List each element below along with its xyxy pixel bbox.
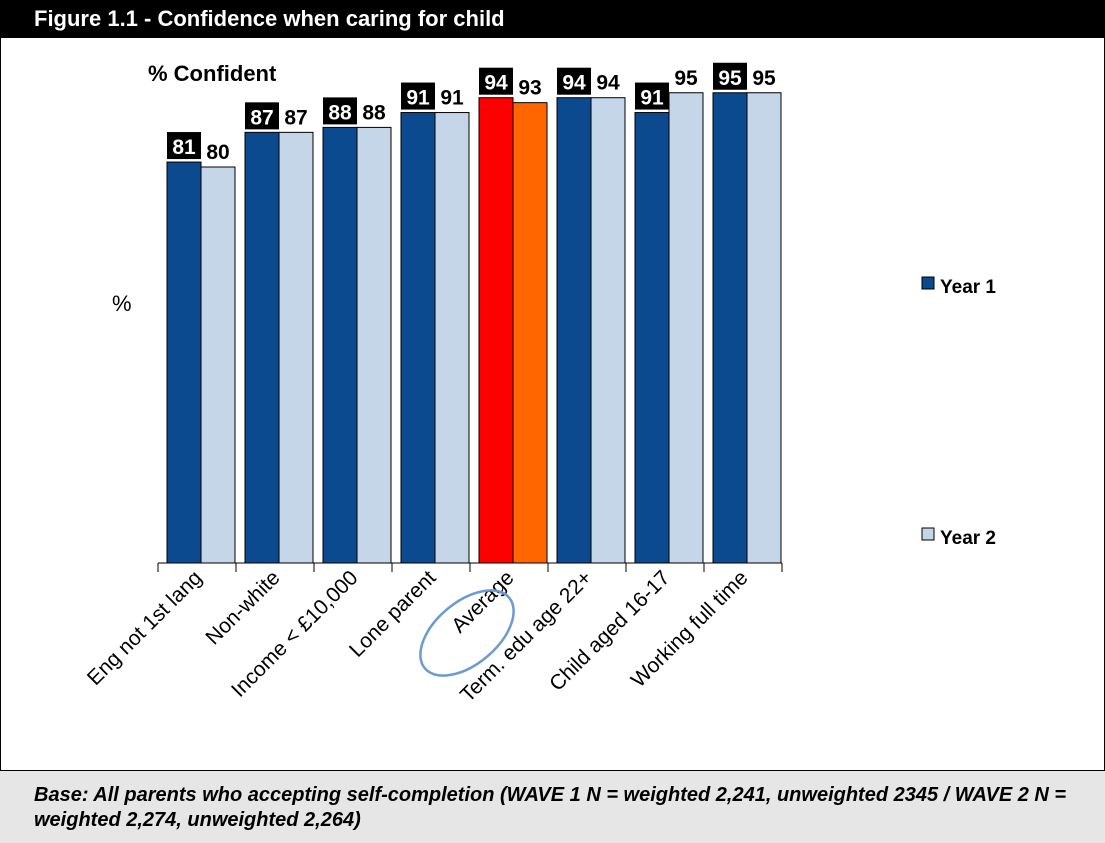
value-label: 95 xyxy=(674,67,698,90)
bar-year2 xyxy=(512,102,548,564)
legend-swatch-year2 xyxy=(921,527,935,541)
bar-year1 xyxy=(712,92,748,564)
bar-year1 xyxy=(478,97,514,564)
bar-year1 xyxy=(166,161,202,564)
value-label: 93 xyxy=(518,77,541,100)
bars-group xyxy=(166,92,782,564)
legend-label-year2: Year 2 xyxy=(940,528,996,549)
chart-title: % Confident xyxy=(148,61,277,86)
bar-year2 xyxy=(356,126,392,564)
value-label-bg xyxy=(713,62,747,90)
value-label: 91 xyxy=(406,87,430,110)
bar-year2 xyxy=(746,92,782,564)
value-label: 80 xyxy=(206,141,229,164)
value-labels-group: 81 80 87 87 88 88 91 91 94 93 94 94 91 95 95 95 xyxy=(167,62,776,164)
value-label: 81 xyxy=(172,136,196,159)
category-label: Non-white xyxy=(201,566,284,649)
value-label: 88 xyxy=(328,101,352,124)
value-label: 87 xyxy=(250,106,273,129)
value-label: 88 xyxy=(362,101,386,124)
value-label: 91 xyxy=(440,87,464,110)
value-label: 95 xyxy=(752,67,776,90)
figure-title: Figure 1.1 - Confidence when caring for … xyxy=(34,6,505,31)
value-label: 87 xyxy=(284,106,307,129)
y-axis-label: % xyxy=(112,291,132,316)
bar-year1 xyxy=(400,112,436,564)
bar-year1 xyxy=(244,131,280,564)
bar-year2 xyxy=(434,112,470,564)
bar-year2 xyxy=(200,166,236,564)
value-label: 91 xyxy=(640,87,664,110)
bar-year2 xyxy=(668,92,704,564)
bar-year1 xyxy=(556,97,592,564)
title-bar: Figure 1.1 - Confidence when caring for … xyxy=(0,0,1105,38)
footnote: Base: All parents who accepting self-com… xyxy=(34,784,1067,831)
value-label-bg xyxy=(245,102,279,130)
value-label: 94 xyxy=(484,72,508,95)
bar-year1 xyxy=(634,112,670,564)
bar-chart: % Confident % 81 80 87 87 88 88 91 91 94 93 94 94 91… xyxy=(83,61,996,707)
value-label-bg xyxy=(167,132,201,160)
value-label: 94 xyxy=(562,72,586,95)
value-label-bg xyxy=(479,67,513,95)
highlight-circle xyxy=(419,589,515,677)
legend: Year 1 Year 2 xyxy=(921,276,996,549)
value-label-bg xyxy=(323,97,357,125)
value-label: 95 xyxy=(718,67,742,90)
category-label: Term. edu age 22+ xyxy=(456,566,597,707)
bar-year1 xyxy=(322,126,358,564)
value-label-bg xyxy=(557,67,591,95)
value-label-bg xyxy=(635,82,669,110)
category-label: Eng not 1st lang xyxy=(83,566,207,690)
legend-swatch-year1 xyxy=(921,276,935,290)
x-axis xyxy=(157,562,783,572)
bar-year2 xyxy=(278,131,314,564)
value-label: 94 xyxy=(596,72,620,95)
value-label-bg xyxy=(401,82,435,110)
legend-label-year1: Year 1 xyxy=(940,277,996,298)
footnote-box: Base: All parents who accepting self-com… xyxy=(0,770,1105,843)
bar-year2 xyxy=(590,97,626,564)
